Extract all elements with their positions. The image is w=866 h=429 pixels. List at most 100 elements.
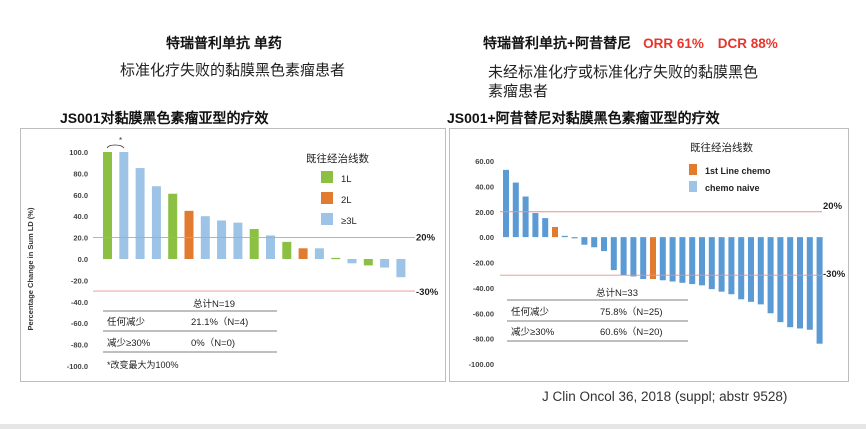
left-bar [396,259,406,278]
right-bar [581,237,588,245]
left-ylabel: Percentage Change in Sum LD (%) [26,207,35,330]
left-bar [298,248,308,259]
left-ytick-label: -100.0 [67,362,88,371]
right-table-row2-value: 60.6%（N=20) [600,326,663,338]
left-table-row2-label: 减少≥30% [107,337,151,349]
right-bar [699,237,705,286]
citation: J Clin Oncol 36, 2018 (suppl; abstr 9528… [542,389,788,404]
right-chart-svg: 60.00 40.00 20.00 0.00 -20.00 -40.00 -60.00 -80… [469,141,846,369]
right-bar [718,237,725,292]
right-bar [542,218,549,238]
right-ytick-label: -20.00 [473,259,494,268]
left-ytick-label: -20.0 [71,276,88,285]
right-legend-swatch [689,181,697,192]
right-ref-label: -30% [823,269,846,280]
right-bar [659,237,666,281]
left-legend-swatch [321,171,333,183]
left-legend-swatch [321,192,333,204]
left-bar [331,257,341,260]
left-chart-panel: Percentage Change in Sum LD (%) 100.0 80.… [20,128,446,382]
right-legend-title: 既往经治线数 [690,141,753,154]
left-section-title: JS001对黏膜黑色素瘤亚型的疗效 [60,110,269,126]
right-legend-label: 1st Line chemo [705,166,771,176]
right-bar [650,237,656,279]
left-footnote: *改变最大为100% [107,359,179,370]
right-subtitle-line2: 素瘤患者 [488,83,549,100]
right-table-row1-value: 75.8%（N=25) [600,306,663,318]
right-bar [503,169,509,238]
right-bar [532,213,539,238]
left-ytick-label: 20.0 [73,234,88,243]
right-table-row2-label: 减少≥30% [511,326,555,338]
right-bar [640,237,647,279]
right-bar [738,237,745,300]
left-ytick-label: 40.0 [73,212,88,221]
right-chart-panel: 60.00 40.00 20.00 0.00 -20.00 -40.00 -60.00 -80… [449,128,849,382]
dcr-value: DCR 88% [717,36,778,51]
left-bar [135,168,145,259]
right-bar [601,237,607,252]
right-bar [748,237,754,302]
left-legend-label: 2L [341,195,352,206]
right-bar [571,237,578,239]
right-header-title: 特瑞普利单抗+阿昔替尼 ORR 61% DCR 88% [483,33,778,53]
left-ytick-label: -80.0 [71,341,88,350]
right-bar [816,237,823,344]
right-ytick-label: 20.00 [475,208,494,217]
left-star: * [119,136,122,145]
right-table-total: 总计N=33 [596,287,638,299]
left-table-row2-value: 0%（N=0) [191,337,235,349]
right-bar [806,237,813,330]
left-bar [184,210,194,259]
right-bar [669,237,676,282]
left-bar [249,229,259,259]
left-table-row1-value: 21.1%（N=4) [191,316,248,328]
left-ytick-label: 100.0 [69,148,88,157]
left-header-title: 特瑞普利单抗 单药 [166,35,282,51]
right-bar [777,237,784,323]
right-bar [522,196,529,238]
right-bar [630,237,637,277]
left-chart-svg: Percentage Change in Sum LD (%) 100.0 80.… [26,136,439,371]
left-legend-label: 1L [341,174,352,185]
right-bar [728,237,735,295]
right-ytick-label: -80.00 [473,335,494,344]
right-bar [561,235,568,238]
right-ytick-label: 60.00 [475,157,494,166]
left-ytick-label: 0.0 [78,255,88,264]
right-ref-label: 20% [823,201,843,212]
left-legend-title: 既往经治线数 [306,152,369,165]
left-ytick-label: -40.0 [71,298,88,307]
bottom-bar [0,424,866,429]
left-bar [266,235,275,259]
right-ytick-label: 0.00 [479,233,494,242]
left-ytick-label: 60.0 [73,191,88,200]
right-legend-label: chemo naive [705,183,760,193]
right-bar [708,237,715,290]
left-ytick-label: 80.0 [73,169,88,178]
right-table-row1-label: 任何减少 [511,306,550,318]
right-bar [620,237,627,276]
left-header-subtitle: 标准化疗失败的黏膜黑色素瘤患者 [120,62,346,79]
left-legend-label: ≥3L [341,216,357,227]
right-bar [591,237,598,248]
right-bar [512,182,519,238]
left-bar [119,152,129,259]
left-table-total: 总计N=19 [193,298,235,310]
right-ytick-label: -40.00 [473,284,494,293]
left-bar [314,248,324,259]
right-bar [689,237,696,285]
left-ytick-label: -60.0 [71,319,88,328]
right-bar [552,226,558,238]
left-ref-label: -30% [416,287,439,298]
left-bar [380,259,390,268]
right-ytick-label: -60.00 [473,309,494,318]
right-legend-swatch [689,164,697,175]
left-bar [168,193,178,259]
right-title-text: 特瑞普利单抗+阿昔替尼 [483,35,632,51]
right-ytick-label: 40.00 [475,182,494,191]
right-subtitle-line1: 未经标准化疗或标准化疗失败的黏膜黑色 [488,64,759,81]
right-bar [757,237,764,305]
orr-value: ORR 61% [643,36,704,51]
left-star-bracket [106,144,125,149]
